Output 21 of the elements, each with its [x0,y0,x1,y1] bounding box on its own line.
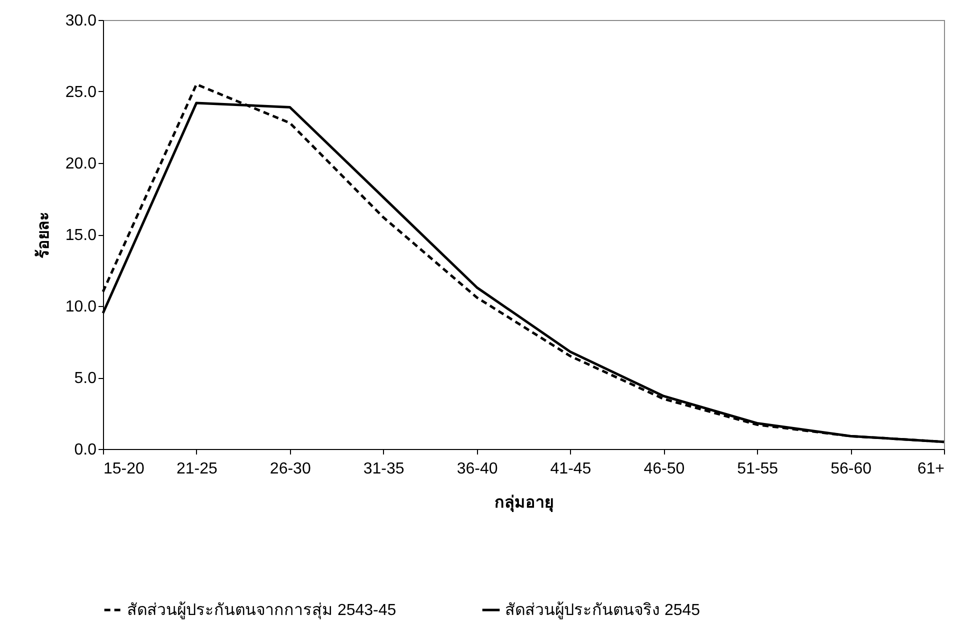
x-tick-label: 31-35 [363,460,404,478]
x-tick-label: 51-55 [737,460,778,478]
x-tick-label: 26-30 [270,460,311,478]
x-tick-label: 61+ [917,460,944,478]
y-tick-label: 0.0 [74,442,97,458]
y-tick-label: 20.0 [65,156,97,172]
y-tick-label: 10.0 [65,298,97,316]
x-tick-label: 41-45 [550,460,592,478]
x-tick-label: 56-60 [830,460,872,478]
y-tick-label: 30.0 [65,12,97,30]
legend-label: สัดส่วนผู้ประกันตนจากการสุ่ม 2543-45 [127,601,396,620]
x-tick-label: 21-25 [176,460,218,478]
legend-label: สัดส่วนผู้ประกันตนจริง 2545 [505,601,700,620]
x-tick-label: 36-40 [456,460,498,478]
y-tick-label: 25.0 [65,84,97,101]
x-axis-title: กลุ่มอายุ [494,494,554,512]
y-tick-label: 5.0 [74,370,97,387]
y-tick-label: 15.0 [65,227,97,244]
x-tick-label: 46-50 [644,460,685,478]
x-tick-label: 15-20 [104,460,145,478]
y-axis-title: ร้อยละ [34,212,52,258]
